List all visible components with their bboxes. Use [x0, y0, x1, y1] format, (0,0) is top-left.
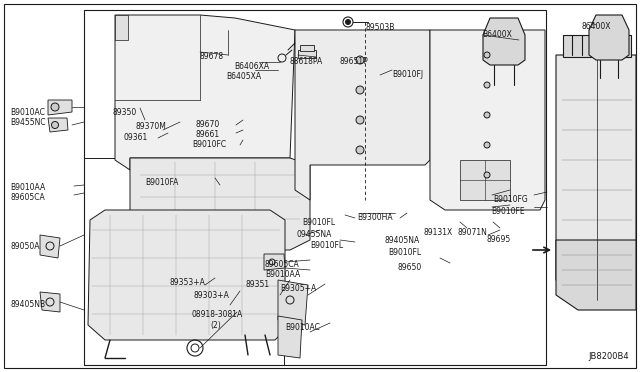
Circle shape: [356, 146, 364, 154]
Text: B6406XA: B6406XA: [234, 62, 269, 71]
Text: 89131X: 89131X: [424, 228, 453, 237]
Text: 88618PA: 88618PA: [290, 57, 323, 66]
Text: B9010FL: B9010FL: [310, 241, 343, 250]
Text: B6405XA: B6405XA: [226, 72, 261, 81]
Circle shape: [51, 122, 58, 128]
Bar: [563, 35, 591, 57]
Circle shape: [484, 112, 490, 118]
Text: B9010FL: B9010FL: [388, 248, 421, 257]
Text: B9300HA: B9300HA: [357, 213, 392, 222]
Polygon shape: [460, 160, 510, 200]
Text: 89678: 89678: [200, 52, 224, 61]
Polygon shape: [40, 235, 60, 258]
Bar: [298, 50, 316, 58]
Text: B9010AC: B9010AC: [10, 108, 45, 117]
Polygon shape: [295, 30, 430, 200]
Bar: [300, 45, 314, 51]
Polygon shape: [115, 15, 295, 170]
Text: 89405NA: 89405NA: [385, 236, 420, 245]
Polygon shape: [48, 118, 68, 132]
Text: B9010FG: B9010FG: [493, 195, 528, 204]
Text: 89353+A: 89353+A: [170, 278, 206, 287]
Text: B9010FE: B9010FE: [491, 207, 525, 216]
Circle shape: [484, 82, 490, 88]
Text: B9455NC: B9455NC: [10, 118, 45, 127]
Text: B9010FA: B9010FA: [145, 178, 179, 187]
Text: B9010FL: B9010FL: [302, 218, 335, 227]
Polygon shape: [278, 316, 302, 358]
Polygon shape: [130, 158, 310, 250]
Text: 89370M: 89370M: [135, 122, 166, 131]
Text: B9010FC: B9010FC: [192, 140, 226, 149]
Text: 89350: 89350: [112, 108, 136, 117]
Polygon shape: [88, 210, 285, 340]
Text: B9010AA: B9010AA: [10, 183, 45, 192]
Bar: [84, 10, 546, 365]
Bar: [84, 158, 284, 365]
Text: 89605CA: 89605CA: [10, 193, 45, 202]
Bar: [603, 35, 631, 57]
Polygon shape: [430, 30, 545, 210]
Text: JB8200B4: JB8200B4: [588, 352, 628, 361]
Text: B9305+A: B9305+A: [280, 284, 316, 293]
Text: B6400X: B6400X: [482, 30, 512, 39]
Circle shape: [356, 116, 364, 124]
Circle shape: [484, 142, 490, 148]
Text: 86400X: 86400X: [582, 22, 611, 31]
Circle shape: [356, 86, 364, 94]
Text: 89661: 89661: [196, 130, 220, 139]
Text: 09361: 09361: [123, 133, 147, 142]
Text: B9010AC: B9010AC: [285, 323, 320, 332]
Text: 89605CA: 89605CA: [265, 260, 300, 269]
Text: 89670: 89670: [196, 120, 220, 129]
Text: B9010FJ: B9010FJ: [392, 70, 423, 79]
Text: 09455NA: 09455NA: [297, 230, 332, 239]
Circle shape: [356, 56, 364, 64]
Polygon shape: [48, 100, 72, 115]
Polygon shape: [40, 292, 60, 312]
Polygon shape: [115, 15, 128, 40]
Circle shape: [51, 103, 59, 111]
Polygon shape: [264, 254, 285, 270]
Text: B9010AA: B9010AA: [265, 270, 300, 279]
Circle shape: [346, 19, 351, 25]
Text: 89695: 89695: [487, 235, 511, 244]
Text: (2): (2): [210, 321, 221, 330]
Polygon shape: [589, 15, 629, 60]
Circle shape: [484, 172, 490, 178]
Text: 89351: 89351: [245, 280, 269, 289]
Text: 08918-3081A: 08918-3081A: [192, 310, 243, 319]
Polygon shape: [483, 18, 525, 65]
Polygon shape: [556, 240, 636, 310]
Text: 89071N: 89071N: [458, 228, 488, 237]
Text: 89303+A: 89303+A: [193, 291, 229, 300]
Circle shape: [484, 52, 490, 58]
Text: 89650: 89650: [398, 263, 422, 272]
Text: 89050A: 89050A: [10, 242, 40, 251]
Text: 89651P: 89651P: [340, 57, 369, 66]
Text: 89503B: 89503B: [366, 23, 396, 32]
Polygon shape: [556, 55, 636, 300]
Polygon shape: [278, 280, 308, 325]
Text: 89405NB: 89405NB: [10, 300, 45, 309]
